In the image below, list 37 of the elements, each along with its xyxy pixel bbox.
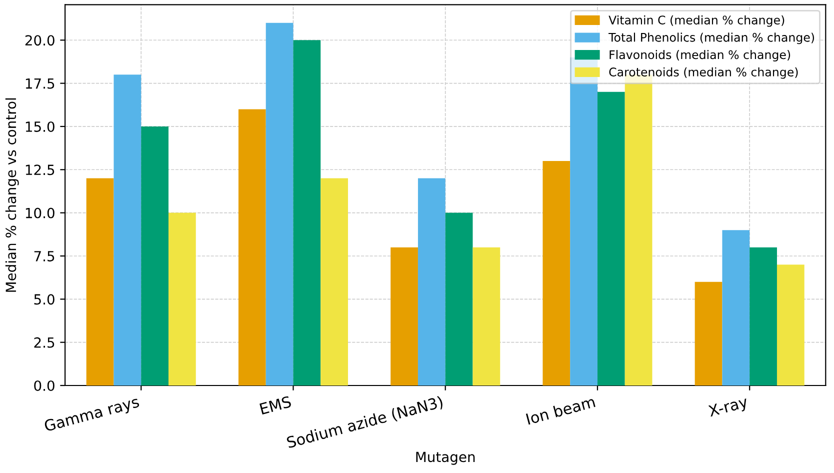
bar [472,247,500,386]
x-tick-label: Gamma rays [44,396,140,435]
bar [390,247,418,386]
y-tick-label: 20.0 [25,35,54,46]
y-tick-label: 15.0 [26,121,54,132]
y-tick-label: 0.0 [34,380,54,391]
legend-label: Flavonoids (median % change) [610,50,790,62]
bar [694,282,722,386]
bar [542,161,570,386]
x-tick-label: X-ray [708,396,750,420]
bar [445,212,473,386]
y-tick-label: 7.5 [34,251,54,262]
bar [776,264,804,386]
y-tick-label: 10.0 [26,208,54,218]
bar [597,92,625,386]
x-tick-label: Ion beam [526,396,596,425]
legend-label: Vitamin C (median % change) [608,15,784,27]
y-tick-label: 2.5 [34,337,54,348]
y-tick-label: 5.0 [34,294,54,305]
bar [86,178,114,386]
bar [168,212,196,386]
bar [238,109,266,386]
bar [293,40,321,386]
bar [141,126,168,386]
legend-label: Carotenoids (median % change) [609,67,798,79]
x-tick-label: EMS [260,396,292,415]
legend-label: Total Phenolics (median % change) [608,32,814,44]
y-tick-label: 12.5 [26,164,54,176]
bar [266,22,294,386]
y-tick-label: 17.5 [26,78,54,89]
y-axis-title: Median % change vs control [5,98,19,292]
bar [114,74,142,386]
bar [722,230,750,386]
bar [320,178,348,386]
bar [750,247,777,386]
x-axis-title: Mutagen [416,452,475,465]
bar [418,178,446,386]
